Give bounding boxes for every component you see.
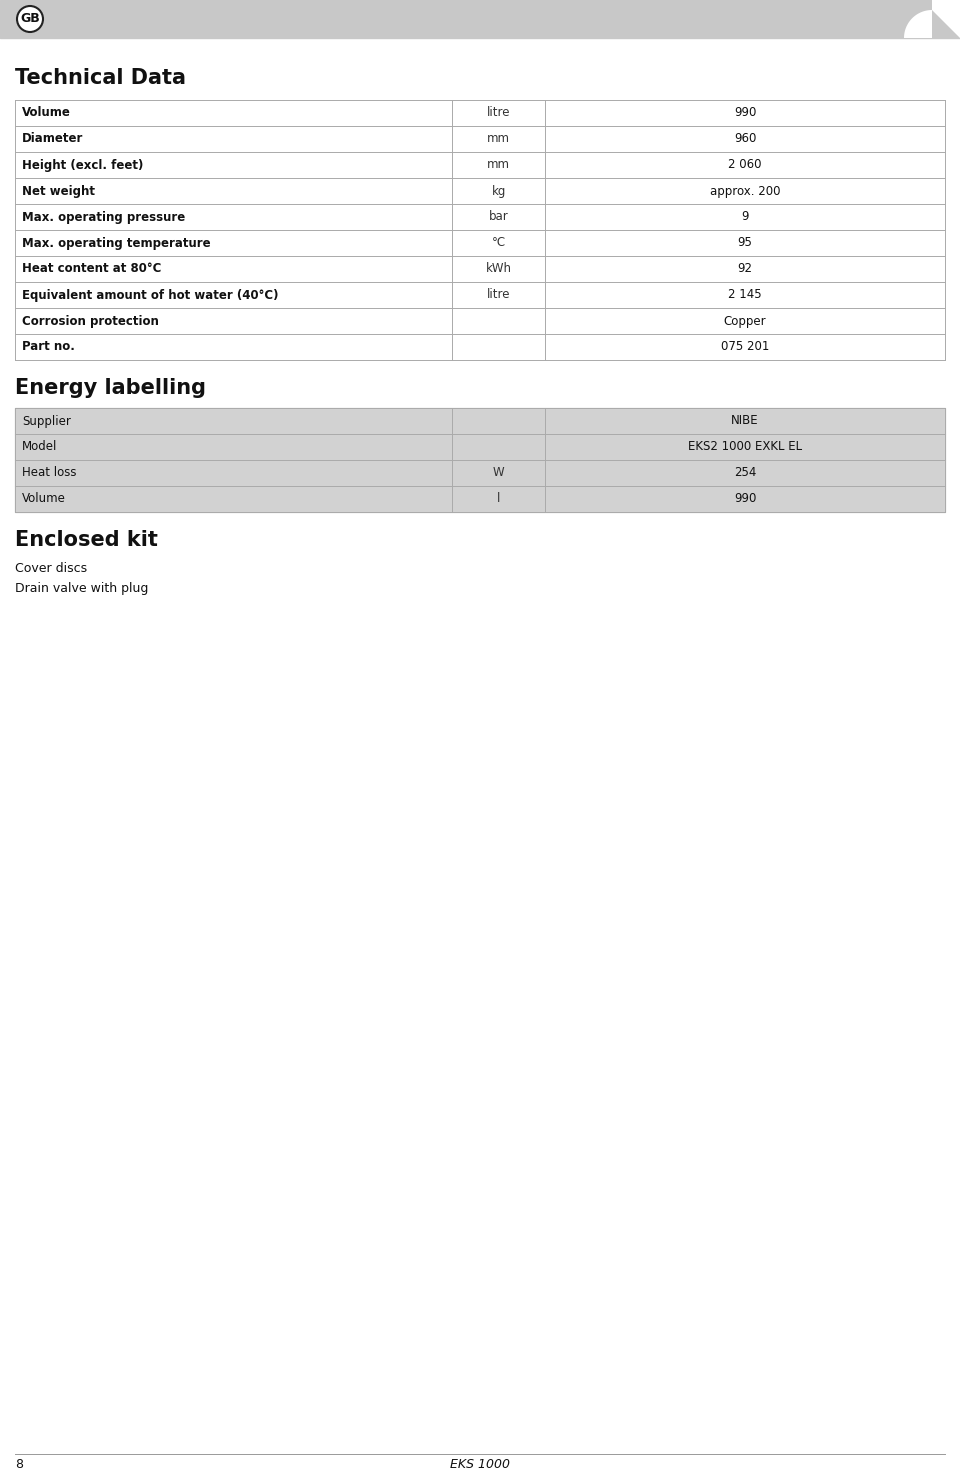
Text: Net weight: Net weight: [22, 185, 95, 198]
Bar: [15, 231, 945, 256]
Text: 254: 254: [733, 467, 756, 479]
Bar: [0, 0, 960, 38]
Text: litre: litre: [487, 288, 511, 302]
Text: mm: mm: [487, 158, 510, 171]
Text: Heat loss: Heat loss: [22, 467, 77, 479]
Text: °C: °C: [492, 236, 506, 250]
Text: Diameter: Diameter: [22, 133, 84, 145]
Bar: [15, 435, 945, 460]
Bar: [15, 282, 945, 307]
Text: 960: 960: [733, 133, 756, 145]
Text: Corrosion protection: Corrosion protection: [22, 315, 158, 328]
Text: 990: 990: [733, 492, 756, 505]
Bar: [15, 204, 945, 231]
Text: 990: 990: [733, 106, 756, 120]
Text: Technical Data: Technical Data: [15, 68, 186, 89]
Text: 2 145: 2 145: [729, 288, 762, 302]
Text: Part no.: Part no.: [22, 340, 75, 353]
Text: kg: kg: [492, 185, 506, 198]
Bar: [15, 486, 945, 511]
Text: NIBE: NIBE: [732, 414, 758, 427]
Text: EKS2 1000 EXKL EL: EKS2 1000 EXKL EL: [688, 440, 803, 454]
Text: Max. operating temperature: Max. operating temperature: [22, 236, 210, 250]
Text: Cover discs: Cover discs: [15, 562, 87, 575]
Text: 2 060: 2 060: [729, 158, 762, 171]
PathPatch shape: [904, 0, 960, 38]
Text: kWh: kWh: [486, 263, 512, 275]
Text: Heat content at 80°C: Heat content at 80°C: [22, 263, 161, 275]
Text: 9: 9: [741, 210, 749, 223]
Bar: [15, 307, 945, 334]
Bar: [15, 460, 945, 486]
Text: approx. 200: approx. 200: [709, 185, 780, 198]
Text: bar: bar: [489, 210, 509, 223]
Text: 8: 8: [15, 1457, 23, 1471]
Text: Max. operating pressure: Max. operating pressure: [22, 210, 185, 223]
Text: Height (excl. feet): Height (excl. feet): [22, 158, 143, 171]
Text: mm: mm: [487, 133, 510, 145]
Text: Enclosed kit: Enclosed kit: [15, 531, 157, 550]
Text: W: W: [492, 467, 504, 479]
Text: 92: 92: [737, 263, 753, 275]
Text: 075 201: 075 201: [721, 340, 769, 353]
Text: l: l: [497, 492, 500, 505]
Text: Volume: Volume: [22, 106, 71, 120]
Text: EKS 1000: EKS 1000: [450, 1457, 510, 1471]
Bar: [15, 256, 945, 282]
Bar: [15, 101, 945, 126]
Text: Model: Model: [22, 440, 58, 454]
Text: Copper: Copper: [724, 315, 766, 328]
Bar: [15, 408, 945, 435]
Text: Drain valve with plug: Drain valve with plug: [15, 582, 149, 596]
Text: Supplier: Supplier: [22, 414, 71, 427]
Bar: [15, 126, 945, 152]
Bar: [15, 334, 945, 361]
Text: litre: litre: [487, 106, 511, 120]
Circle shape: [17, 6, 43, 33]
Text: Equivalent amount of hot water (40°C): Equivalent amount of hot water (40°C): [22, 288, 278, 302]
Text: Volume: Volume: [22, 492, 66, 505]
Bar: [15, 177, 945, 204]
Bar: [15, 152, 945, 177]
Text: GB: GB: [20, 12, 40, 25]
Text: 95: 95: [737, 236, 753, 250]
Text: Energy labelling: Energy labelling: [15, 378, 206, 398]
